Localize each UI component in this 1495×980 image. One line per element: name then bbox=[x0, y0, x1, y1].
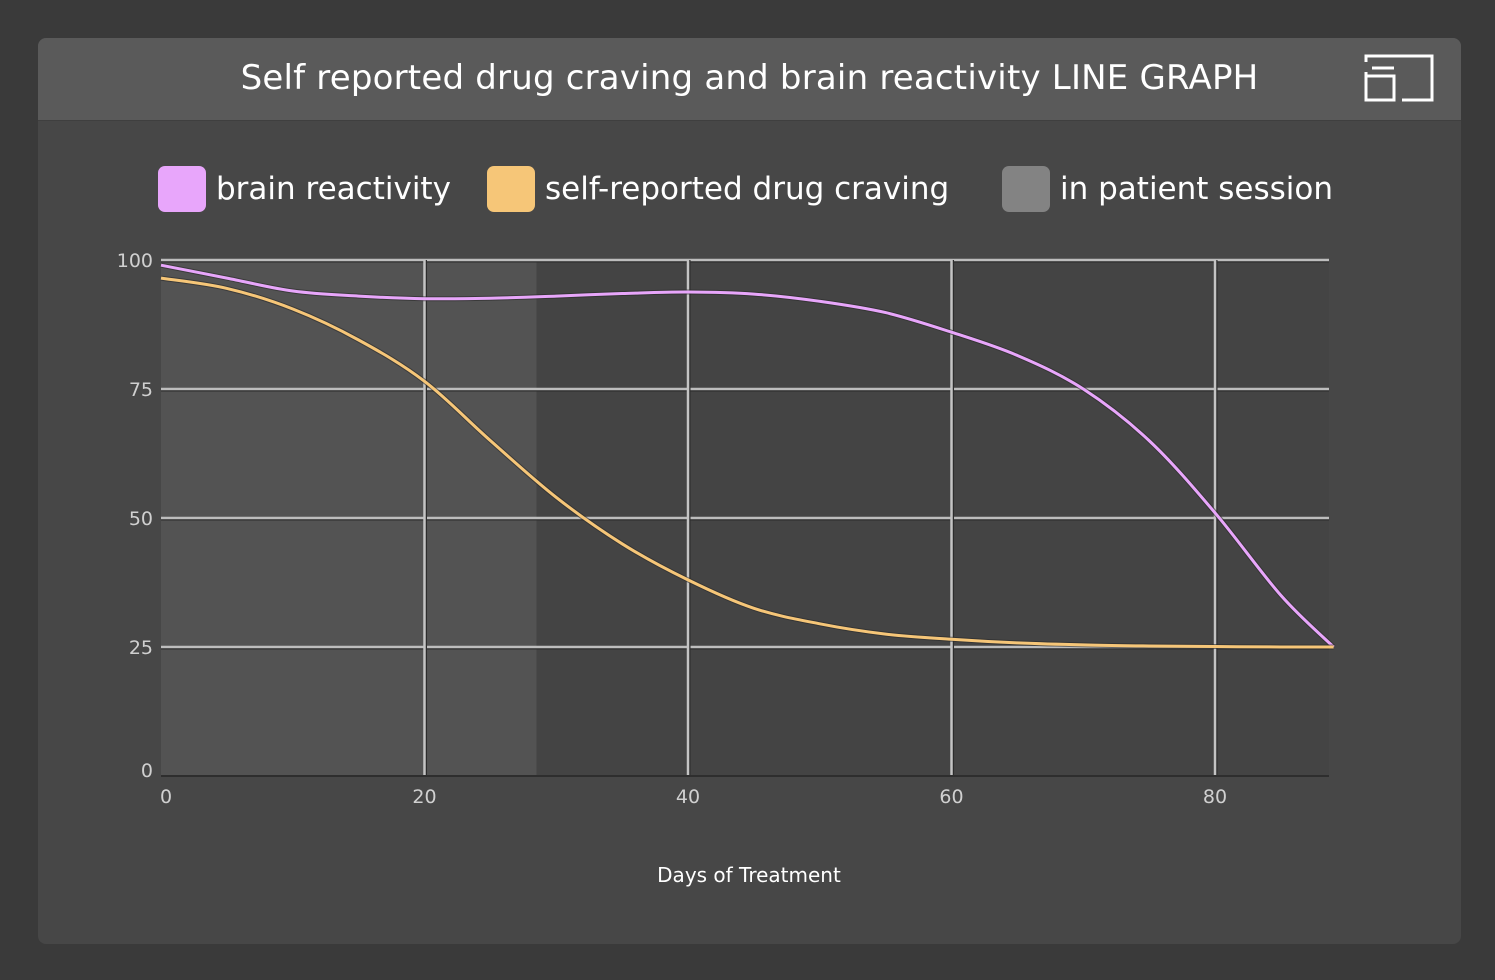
y-tick-label: 0 bbox=[141, 760, 153, 782]
x-tick-label: 0 bbox=[160, 786, 172, 808]
series-line-drug-craving[interactable] bbox=[160, 276, 1334, 649]
chart-title: Self reported drug craving and brain rea… bbox=[240, 58, 1259, 98]
y-tick-label: 100 bbox=[117, 250, 153, 272]
chart-panel: Self reported drug craving and brain rea… bbox=[38, 38, 1461, 944]
x-tick-label: 40 bbox=[676, 786, 700, 808]
expand-icon bbox=[1364, 54, 1434, 102]
x-tick-label: 80 bbox=[1203, 786, 1227, 808]
y-tick-label: 50 bbox=[129, 508, 153, 530]
x-tick-label: 20 bbox=[412, 786, 436, 808]
legend-swatch-session bbox=[1002, 166, 1050, 212]
expand-button[interactable] bbox=[1364, 54, 1434, 104]
legend-swatch-craving bbox=[487, 166, 535, 212]
x-tick-label: 60 bbox=[939, 786, 963, 808]
legend-label-session: in patient session bbox=[1060, 171, 1334, 207]
panel-header: Self reported drug craving and brain rea… bbox=[38, 38, 1461, 121]
y-tick-label: 75 bbox=[129, 379, 153, 401]
legend-swatch-brain bbox=[158, 166, 206, 212]
series-line-brain-reactivity[interactable] bbox=[160, 263, 1335, 649]
x-axis-label: Days of Treatment bbox=[657, 863, 841, 887]
legend-label-brain: brain reactivity bbox=[216, 171, 451, 207]
line-chart: 0 25 50 75 100 0 20 40 60 80 Days of Treatment bbox=[117, 250, 1336, 887]
legend-label-craving: self-reported drug craving bbox=[545, 171, 950, 207]
y-tick-label: 25 bbox=[129, 637, 153, 659]
